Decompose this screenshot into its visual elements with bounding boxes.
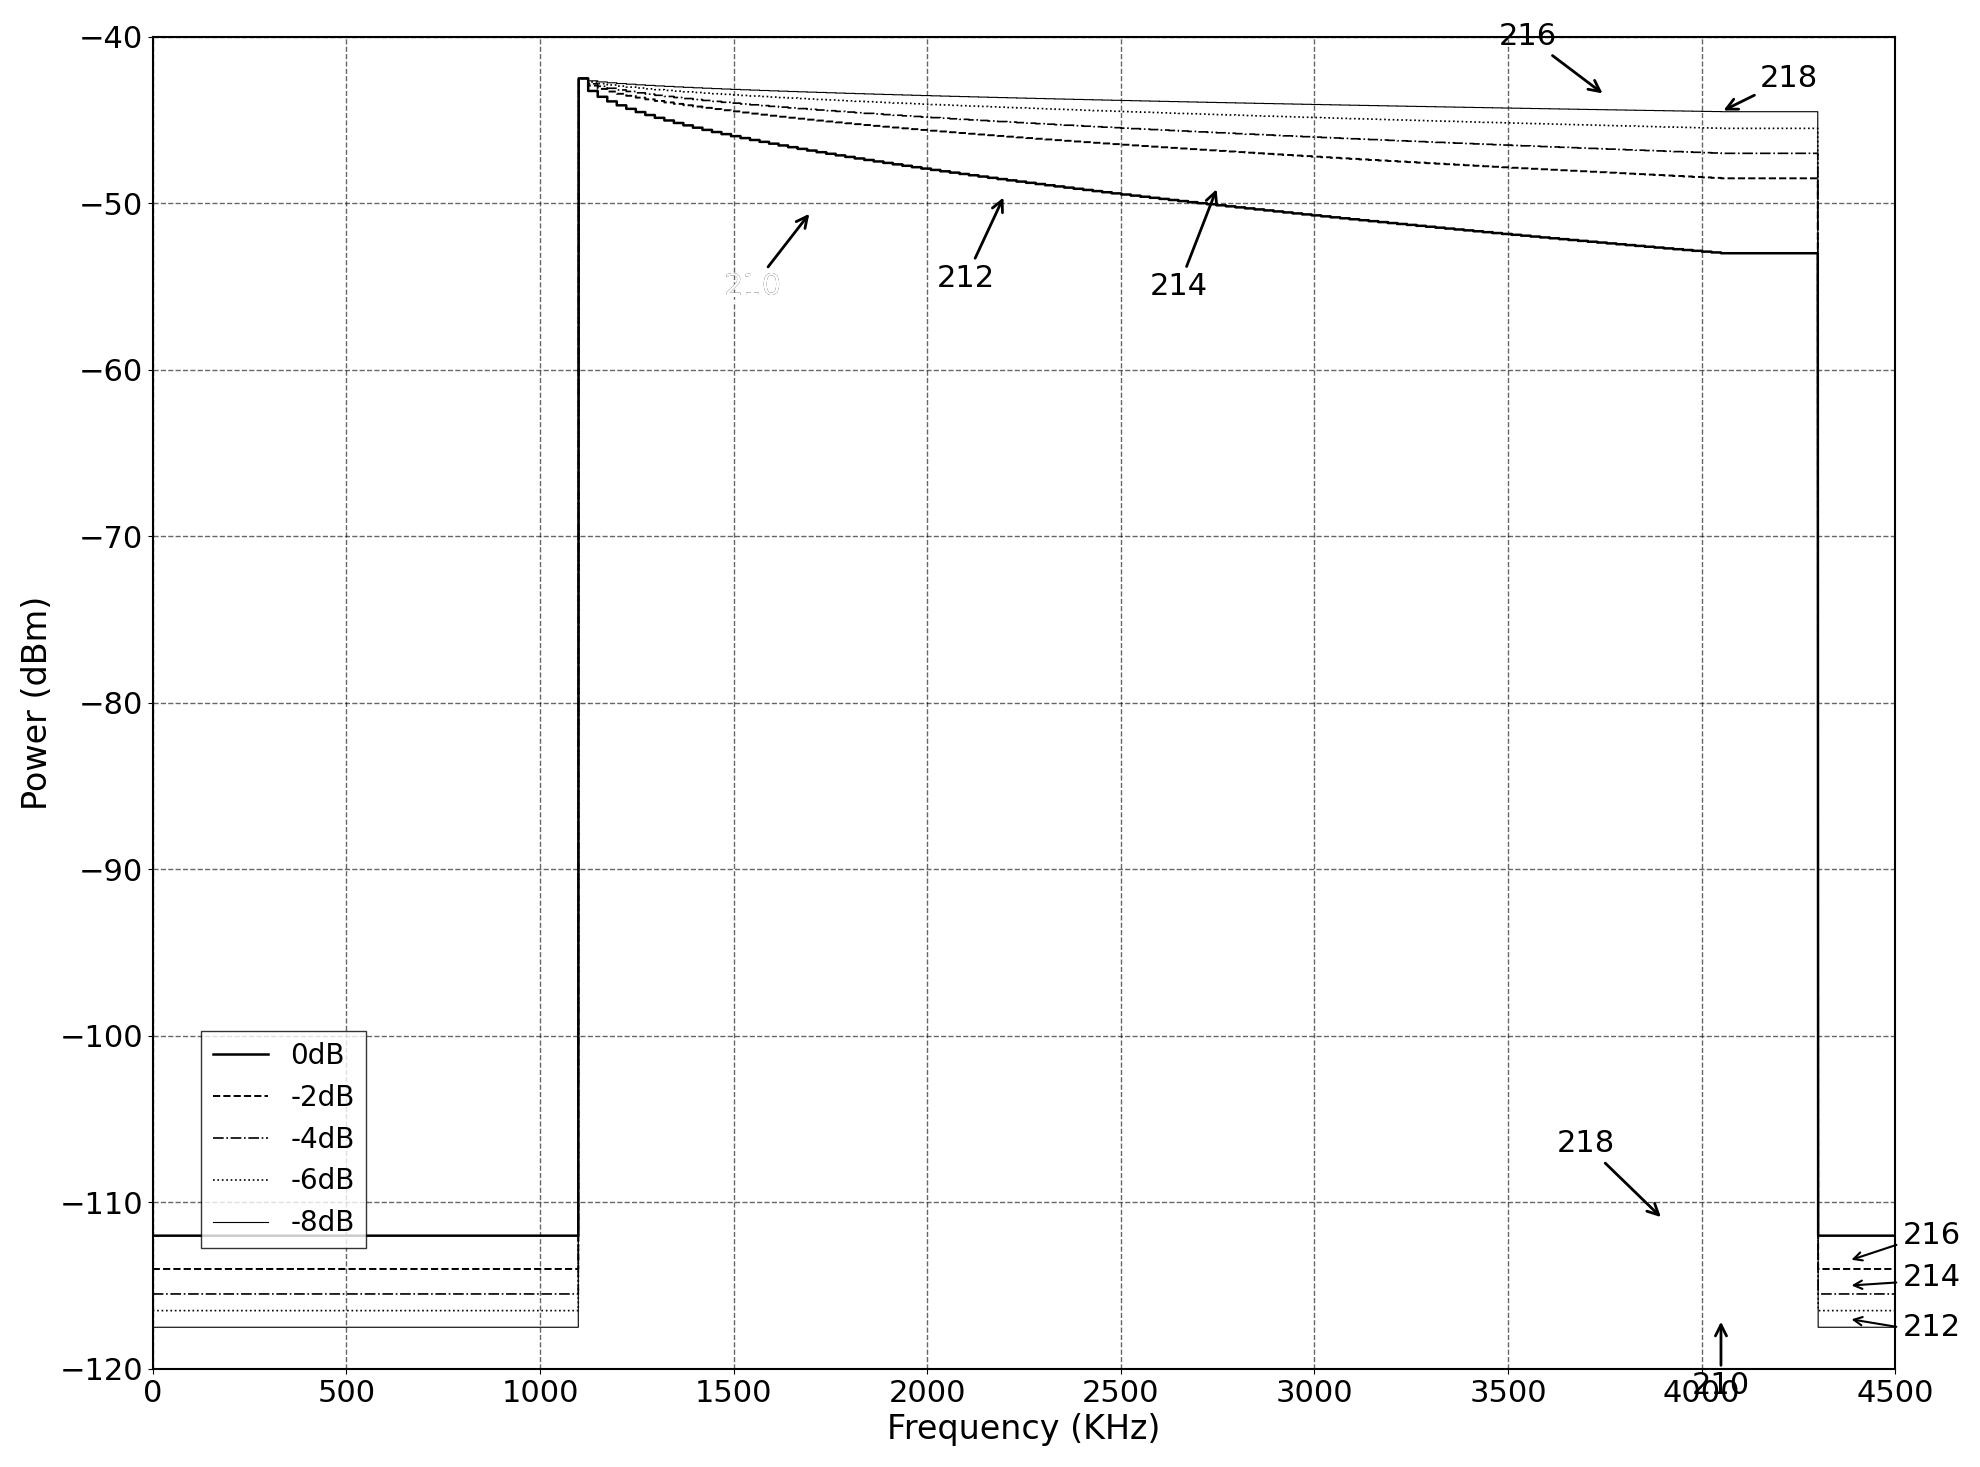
-8dB [1883,1319,1907,1336]
-8dB [1119,92,1142,110]
-2dB [566,69,590,87]
X-axis label: Frequency (KHz): Frequency (KHz) [887,1413,1160,1446]
-8dB [566,69,590,87]
Text: 210: 210 [723,216,808,301]
-2dB [1614,164,1637,182]
-2dB [586,81,610,98]
Line: -2dB: -2dB [152,78,1895,1269]
Text: 218: 218 [1725,63,1818,109]
Text: 212: 212 [937,201,1002,292]
-8dB [976,88,1000,106]
-6dB [1137,103,1160,120]
-6dB [1614,117,1637,135]
Legend: 0dB, -2dB, -4dB, -6dB, -8dB: 0dB, -2dB, -4dB, -6dB, -8dB [202,1031,366,1248]
Text: 216: 216 [1903,1221,1960,1250]
0dB [586,88,610,106]
Text: 214: 214 [1903,1263,1960,1291]
-4dB [1614,141,1637,158]
-8dB [141,1319,164,1336]
-2dB [976,126,1000,144]
Text: 214: 214 [1148,192,1216,301]
-6dB [976,98,1000,116]
Text: 212: 212 [1903,1313,1960,1342]
-4dB [976,111,1000,129]
-4dB [586,78,610,95]
0dB [986,170,1010,188]
-6dB [986,98,1010,116]
Line: -4dB: -4dB [152,78,1895,1294]
-4dB [141,1285,164,1303]
-8dB [1137,92,1160,110]
-4dB [986,113,1010,131]
-6dB [141,1301,164,1319]
0dB [1119,186,1142,204]
-4dB [566,69,590,87]
Text: 218: 218 [1556,1130,1657,1215]
0dB [1883,1226,1907,1244]
Text: 210: 210 [1691,1325,1748,1400]
Text: 2̲1̲0̲: 2̲1̲0̲ [723,273,782,302]
Text: 216: 216 [1497,22,1600,91]
-6dB [566,69,590,87]
0dB [1137,188,1160,205]
-2dB [1137,138,1160,156]
-4dB [1119,120,1142,138]
0dB [1614,236,1637,254]
-2dB [1119,136,1142,154]
-4dB [1137,120,1160,138]
Line: 0dB: 0dB [152,78,1895,1235]
0dB [976,167,1000,185]
-6dB [586,75,610,92]
-6dB [1883,1301,1907,1319]
Line: -6dB: -6dB [152,78,1895,1310]
-2dB [141,1260,164,1278]
Line: -8dB: -8dB [152,78,1895,1328]
-8dB [1614,101,1637,119]
-8dB [986,89,1010,107]
-4dB [1883,1285,1907,1303]
-2dB [986,128,1010,145]
0dB [566,69,590,87]
-2dB [1883,1260,1907,1278]
Y-axis label: Power (dBm): Power (dBm) [22,596,53,810]
-6dB [1119,103,1142,120]
-8dB [586,73,610,91]
0dB [141,1226,164,1244]
